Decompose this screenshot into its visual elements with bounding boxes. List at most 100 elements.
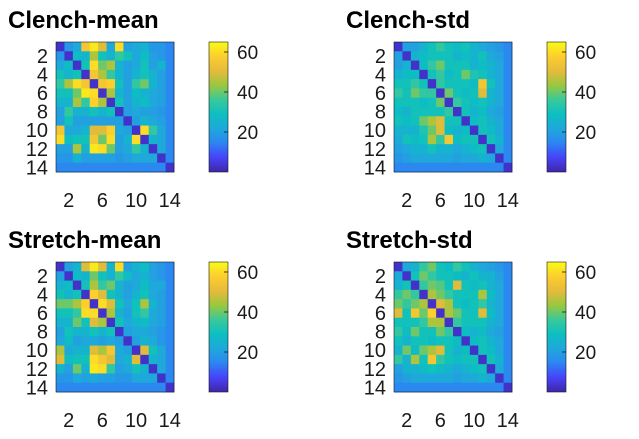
heatmap-cell [81, 97, 91, 108]
y-tick-label: 10 [364, 120, 386, 142]
heatmap-cell [140, 289, 150, 300]
heatmap-cell [106, 42, 116, 52]
heatmap-cell [72, 289, 82, 300]
heatmap-cell [98, 317, 107, 328]
heatmap-cell [436, 107, 445, 117]
heatmap-cell [478, 317, 488, 328]
heatmap-frame [55, 41, 175, 173]
heatmap-cell [410, 153, 420, 164]
heatmap-cell [503, 125, 513, 136]
heatmap-cell [469, 382, 479, 393]
heatmap-cell [402, 317, 412, 328]
heatmap-cell [148, 262, 158, 272]
heatmap-cell [478, 308, 488, 319]
heatmap-cell [486, 364, 496, 374]
heatmap-cell [115, 153, 124, 164]
heatmap-cell [478, 364, 488, 374]
heatmap-cell [495, 299, 504, 309]
heatmap-cell [81, 88, 91, 99]
heatmap-cell [453, 107, 462, 117]
heatmap-cell [419, 42, 429, 52]
heatmap-cell [486, 144, 496, 154]
colorbar-tick-label: 60 [575, 43, 596, 64]
heatmap-cell [165, 153, 175, 164]
heatmap-cell [106, 144, 116, 154]
heatmap-cell [444, 317, 454, 328]
colorbar [208, 261, 229, 393]
heatmap-cell [81, 354, 91, 365]
heatmap-cell [436, 51, 445, 61]
heatmap-cell [140, 345, 150, 356]
y-tick-label: 12 [364, 359, 386, 381]
heatmap-cell [157, 97, 166, 108]
y-tick-label: 8 [375, 322, 386, 344]
heatmap-cell [503, 299, 513, 309]
heatmap-cell [427, 382, 437, 393]
colorbar [546, 261, 567, 393]
heatmap-cell [495, 308, 504, 319]
heatmap-cell [89, 289, 99, 300]
heatmap-cell [444, 79, 454, 89]
heatmap-cell [89, 153, 99, 164]
heatmap-cell [72, 299, 82, 309]
heatmap-cell [394, 88, 403, 99]
heatmap-cell [157, 42, 166, 52]
x-tick-label: 10 [125, 410, 147, 432]
heatmap-cell [444, 336, 454, 346]
heatmap-cell [503, 107, 513, 117]
heatmap-cell [123, 271, 133, 281]
heatmap-cell [115, 51, 124, 61]
heatmap-cell [72, 345, 82, 356]
heatmap-cell [503, 336, 513, 346]
x-tick-label: 14 [159, 190, 181, 212]
heatmap-cell [89, 69, 99, 80]
heatmap-cell [436, 354, 445, 365]
heatmap-cell [106, 97, 116, 108]
heatmap-cell [427, 162, 437, 173]
heatmap-cell [444, 354, 454, 365]
heatmap-cell [72, 162, 82, 173]
heatmap-cell [89, 97, 99, 108]
heatmap-cell [81, 336, 91, 346]
heatmap-cell [81, 345, 91, 356]
heatmap-cell [81, 327, 91, 337]
heatmap-cell [106, 60, 116, 71]
heatmap-cell [453, 97, 462, 108]
heatmap-cell [165, 299, 175, 309]
heatmap-cell [410, 88, 420, 99]
heatmap-cell [453, 42, 462, 52]
heatmap-cell [410, 327, 420, 337]
heatmap-cell [123, 327, 133, 337]
heatmap-cell [157, 134, 166, 145]
heatmap-cell [461, 79, 471, 89]
heatmap-cell [72, 364, 82, 374]
x-tick-label: 6 [97, 410, 108, 432]
heatmap-cell [419, 271, 429, 281]
heatmap-cell [444, 308, 454, 319]
heatmap-cell [453, 299, 462, 309]
heatmap-cell [410, 373, 420, 384]
colorbar-tick-label: 20 [237, 343, 258, 364]
heatmap-cell [436, 116, 445, 126]
heatmap-cell [140, 162, 150, 173]
heatmap-cell [394, 51, 403, 61]
heatmap-cell [115, 289, 124, 300]
heatmap-cell [131, 317, 141, 328]
heatmap-cell [410, 345, 420, 356]
heatmap-cell [503, 345, 513, 356]
heatmap-cell [436, 317, 445, 328]
heatmap-cell [478, 280, 488, 291]
heatmap-cell [444, 125, 454, 136]
heatmap-cell [64, 308, 74, 319]
heatmap-cell [123, 299, 133, 309]
heatmap-cell [444, 271, 454, 281]
heatmap-cell [115, 299, 124, 309]
heatmap-cell [394, 42, 403, 52]
heatmap-cell [123, 125, 133, 136]
panel-clench-mean: Clench-mean 2 4 6 8 10 12 14 2 6 10 14 20 40 60 [0, 0, 300, 215]
heatmap-cell [453, 271, 462, 281]
heatmap-cell [148, 345, 158, 356]
heatmap-cell [131, 42, 141, 52]
heatmap-cell [495, 42, 504, 52]
